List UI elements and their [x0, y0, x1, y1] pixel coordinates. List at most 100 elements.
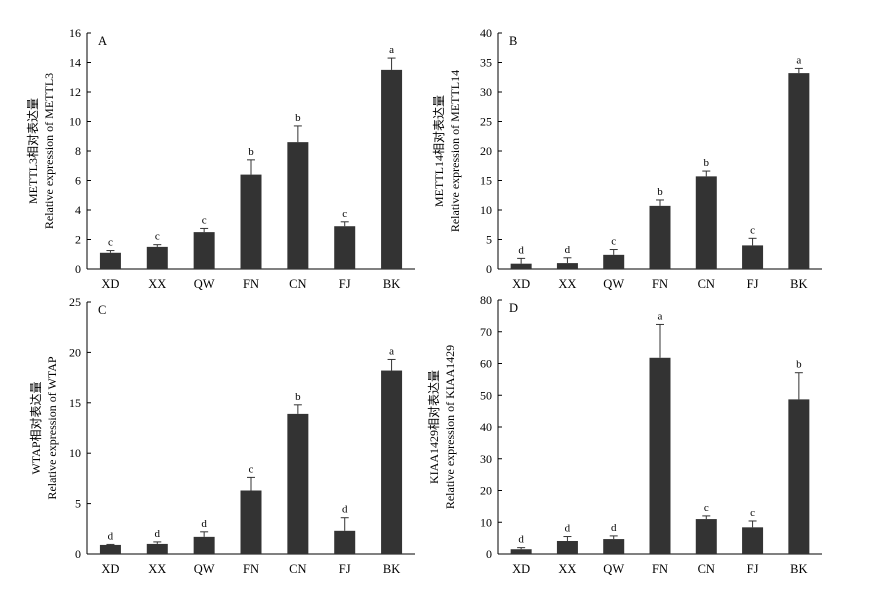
significance-label: c — [155, 231, 160, 243]
category-label: FN — [652, 277, 668, 291]
y-tick-label: 0 — [486, 547, 492, 561]
bar-fj — [334, 530, 356, 554]
significance-label: d — [518, 534, 524, 546]
significance-label: a — [389, 345, 394, 357]
bar-xx — [146, 543, 168, 554]
significance-label: a — [796, 54, 801, 66]
category-label: XX — [558, 277, 576, 291]
y-tick-label: 10 — [480, 515, 492, 529]
significance-label: d — [518, 244, 524, 256]
panel-label: A — [98, 34, 107, 48]
y-tick-label: 40 — [480, 26, 492, 40]
category-label: BK — [383, 562, 400, 576]
y-tick-label: 40 — [480, 420, 492, 434]
y-tick-label: 30 — [480, 85, 492, 99]
y-tick-label: 25 — [480, 115, 492, 129]
bar-cn — [287, 142, 309, 269]
bar-xd — [510, 263, 532, 269]
chart-panel-c: 0 5 10 15 20 25 d XD d XX d QW c FN b CN d FJ a BK C WTAP相对表达… — [29, 295, 415, 576]
bar-cn — [695, 176, 717, 269]
y-tick-label: 30 — [480, 452, 492, 466]
category-label: CN — [698, 562, 715, 576]
y-tick-label: 10 — [69, 115, 81, 129]
significance-label: d — [155, 528, 161, 540]
category-label: QW — [194, 562, 215, 576]
category-label: XX — [558, 562, 576, 576]
bar-cn — [287, 413, 309, 554]
significance-label: b — [248, 146, 254, 158]
y-tick-label: 4 — [75, 203, 81, 217]
significance-label: d — [611, 522, 617, 534]
bar-xx — [556, 263, 578, 269]
category-label: XX — [148, 562, 166, 576]
y-tick-label: 0 — [486, 262, 492, 276]
chart-panel-a: 0 2 4 6 8 10 12 14 16 c XD c XX c QW b FN b CN c FJ a BK A METTL… — [26, 26, 415, 291]
significance-label: a — [658, 310, 663, 322]
y-tick-label: 2 — [75, 233, 81, 247]
y-tick-label: 0 — [75, 262, 81, 276]
panel-label: C — [98, 303, 106, 317]
y-tick-label: 0 — [75, 547, 81, 561]
category-label: FJ — [339, 562, 351, 576]
y-tick-label: 5 — [486, 233, 492, 247]
category-label: XX — [148, 277, 166, 291]
category-label: FJ — [339, 277, 351, 291]
category-label: FN — [243, 562, 259, 576]
category-label: CN — [289, 562, 306, 576]
panel-label: D — [509, 301, 518, 315]
bar-xd — [510, 549, 532, 554]
y-tick-label: 80 — [480, 293, 492, 307]
bar-fn — [649, 205, 671, 269]
significance-label: d — [342, 504, 348, 516]
y-tick-label: 8 — [75, 144, 81, 158]
y-axis-label: Relative expression of WTAP — [45, 356, 59, 499]
bar-qw — [193, 536, 215, 554]
y-tick-label: 20 — [480, 484, 492, 498]
significance-label: c — [108, 237, 113, 249]
significance-label: c — [750, 507, 755, 519]
y-axis-label: WTAP相对表达量 — [29, 381, 43, 474]
y-axis-label: Relative expression of METTL3 — [42, 73, 56, 229]
significance-label: c — [202, 214, 207, 226]
bar-fj — [334, 226, 356, 269]
bar-qw — [603, 539, 625, 554]
category-label: FN — [243, 277, 259, 291]
bar-qw — [603, 254, 625, 269]
bar-bk — [381, 370, 403, 554]
y-tick-label: 60 — [480, 357, 492, 371]
category-label: BK — [790, 277, 807, 291]
bar-xd — [99, 544, 121, 554]
y-tick-label: 16 — [69, 26, 81, 40]
bar-qw — [193, 232, 215, 269]
category-label: FJ — [747, 562, 759, 576]
y-tick-label: 70 — [480, 325, 492, 339]
category-label: XD — [101, 277, 119, 291]
bar-bk — [381, 69, 403, 269]
category-label: QW — [603, 562, 624, 576]
category-label: CN — [289, 277, 306, 291]
bar-xx — [556, 540, 578, 554]
chart-panel-b: 0 5 10 15 20 25 30 35 40 d XD d XX c QW b FN b CN c FJ a BK B ME… — [432, 26, 822, 291]
significance-label: b — [657, 186, 663, 198]
significance-label: c — [750, 224, 755, 236]
y-tick-label: 15 — [480, 174, 492, 188]
significance-label: d — [565, 523, 571, 535]
y-tick-label: 14 — [69, 56, 81, 70]
category-label: FN — [652, 562, 668, 576]
category-label: FJ — [747, 277, 759, 291]
category-label: XD — [101, 562, 119, 576]
y-tick-label: 20 — [69, 345, 81, 359]
category-label: BK — [790, 562, 807, 576]
category-label: XD — [512, 277, 530, 291]
significance-label: c — [704, 502, 709, 514]
significance-label: c — [611, 236, 616, 248]
significance-label: c — [342, 208, 347, 220]
bar-xx — [146, 246, 168, 269]
y-axis-label: METTL3相对表达量 — [26, 98, 40, 204]
bar-fn — [240, 174, 262, 269]
y-axis-label: KIAA1429相对表达量 — [427, 370, 441, 484]
y-tick-label: 35 — [480, 56, 492, 70]
panel-label: B — [509, 34, 517, 48]
category-label: QW — [603, 277, 624, 291]
